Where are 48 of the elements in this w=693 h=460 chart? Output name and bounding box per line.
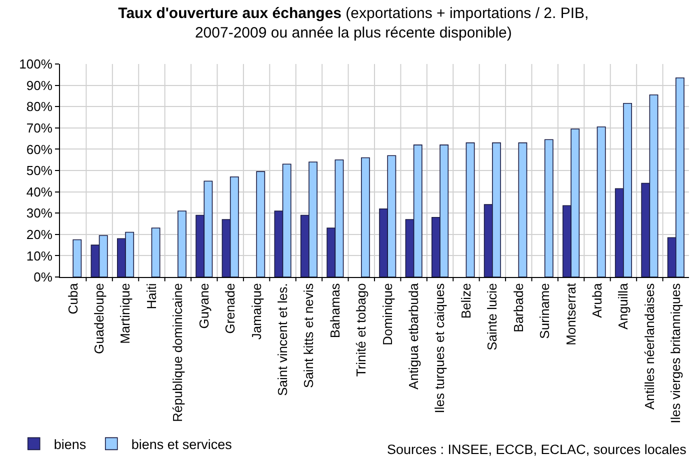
bar — [466, 142, 475, 277]
bar — [596, 126, 606, 277]
y-tick-label: 50% — [26, 163, 53, 178]
bar — [361, 157, 370, 277]
x-tick-label: Saint kitts et nevis — [301, 282, 316, 388]
x-tick-label: Barbade — [510, 283, 526, 332]
y-tick-label: 100% — [19, 56, 53, 72]
x-tick-label: Sainte lucie — [484, 283, 500, 350]
x-tick-label: République dominicaine — [170, 283, 186, 422]
x-tick-label: Belize — [458, 283, 474, 319]
x-tick-label: Suriname — [537, 283, 552, 339]
y-tick-label: 60% — [26, 142, 53, 157]
legend-label: biens et services — [131, 436, 232, 452]
y-tick-label: 10% — [26, 248, 53, 264]
x-tick-label: Cuba — [65, 282, 80, 314]
bar — [518, 142, 528, 277]
x-tick-label: Guyane — [196, 283, 212, 329]
x-tick-label: Dominique — [380, 283, 395, 346]
y-tick-label: 30% — [26, 206, 53, 221]
y-tick-label: 20% — [26, 226, 53, 242]
y-tick-label: 40% — [26, 184, 53, 200]
x-tick-label: Jamaique — [248, 283, 264, 340]
bar — [178, 210, 186, 277]
x-tick-label: Martinique — [118, 283, 133, 344]
x-tick-label: Antilles néerlandaises — [642, 282, 657, 410]
x-tick-label: Montserrat — [563, 282, 578, 346]
y-tick-label: 90% — [26, 78, 53, 93]
bar — [544, 139, 554, 277]
bar — [256, 171, 266, 277]
x-tick-label: Guadeloupe — [92, 283, 107, 354]
x-tick-label: Saint vincent et les. — [274, 283, 290, 396]
x-tick-label: Aruba — [589, 282, 604, 318]
x-tick-label: Grenade — [222, 283, 238, 334]
y-tick-label: 0% — [34, 270, 53, 285]
x-tick-label: Bahamas — [327, 282, 342, 338]
bar — [72, 239, 82, 277]
y-tick-label: 70% — [26, 120, 53, 136]
legend-label: biens — [54, 436, 86, 452]
x-tick-label: Antigua etbarbuda — [406, 282, 422, 390]
x-tick-label: Iles vierges britanniques — [668, 282, 684, 424]
x-tick-label: Anguilla — [616, 282, 631, 330]
chart-title: Taux d'ouverture aux échanges — [118, 5, 342, 22]
bar — [151, 228, 160, 277]
source-note: Sources : INSEE, ECCB, ECLAC, sources locales — [387, 442, 687, 457]
y-tick-label: 80% — [26, 99, 53, 114]
x-tick-label: Haiti — [144, 283, 159, 310]
x-tick-label: Iles turques et caiques — [432, 282, 448, 414]
x-tick-label: Trinité et tobago — [354, 283, 369, 377]
